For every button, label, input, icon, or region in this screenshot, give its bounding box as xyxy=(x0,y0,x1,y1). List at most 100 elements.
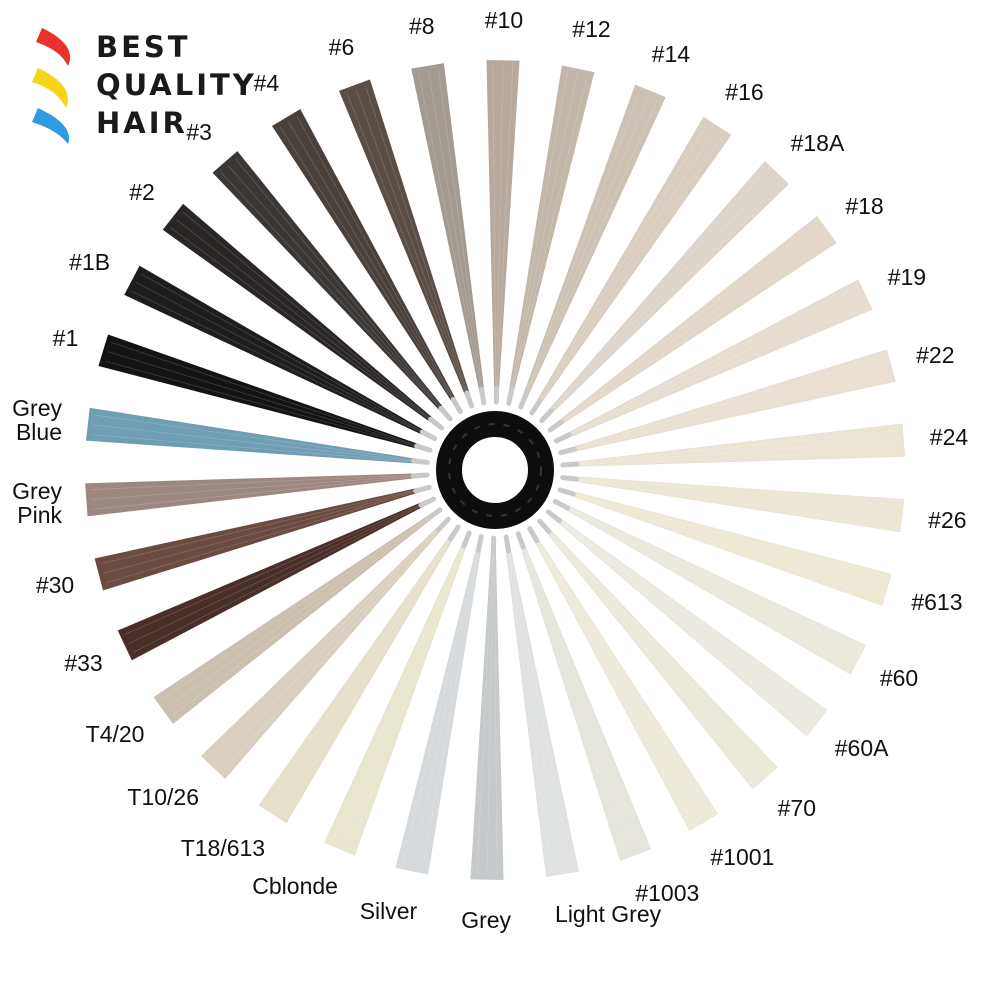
hair-fibre xyxy=(567,506,859,650)
hair-fibre xyxy=(574,366,887,450)
hair-fibre xyxy=(91,475,414,500)
hair-fibre xyxy=(548,531,763,775)
hair-fibre xyxy=(283,539,452,816)
swatch-label: #26 xyxy=(928,507,967,534)
hair-fibre xyxy=(176,219,431,420)
hair-fibre xyxy=(340,545,465,845)
hair-swatch-26 xyxy=(395,534,484,875)
swatch-clip xyxy=(558,446,577,456)
hair-strand xyxy=(566,423,906,468)
hair-fibre xyxy=(576,430,899,464)
hair-swatch-4 xyxy=(212,150,453,422)
hair-fibre xyxy=(549,530,770,769)
hair-strand xyxy=(507,65,595,401)
hair-fibre xyxy=(437,68,483,390)
swatch-clip xyxy=(479,386,487,406)
hair-swatch-6 xyxy=(338,79,475,409)
hair-fibre xyxy=(551,182,782,412)
brand-line-2: QUALITY xyxy=(96,68,257,102)
hair-fibre xyxy=(208,528,439,758)
swatch-clip xyxy=(475,534,484,553)
hair-fibre xyxy=(274,538,451,811)
hair-fibre xyxy=(107,351,417,447)
hair-fibre xyxy=(402,550,478,865)
swatch-clip xyxy=(461,530,472,549)
swatch-label: #18A xyxy=(790,130,845,157)
swatch-label: #18 xyxy=(845,192,884,219)
hair-fibre xyxy=(567,508,850,667)
hair-swatch-32 xyxy=(94,484,432,591)
hair-swatch-12 xyxy=(539,160,790,424)
hair-fibre xyxy=(135,282,423,433)
hair-swatch-22 xyxy=(527,526,719,832)
swatch-clip xyxy=(529,398,543,416)
swatch-label: #1001 xyxy=(710,844,775,871)
hair-swatch-23 xyxy=(515,531,652,861)
hair-fibre xyxy=(559,520,814,721)
hair-fibre xyxy=(235,158,442,409)
hair-fibre xyxy=(220,171,441,410)
hair-fibre xyxy=(551,175,774,411)
swatch-clip xyxy=(515,531,526,550)
swatch-label: #60A xyxy=(834,735,889,762)
swatch-label: #2 xyxy=(129,178,155,205)
hair-fibre xyxy=(91,476,414,510)
hair-fibre xyxy=(172,518,430,716)
hair-swatch-16 xyxy=(560,423,906,468)
swatch-clip xyxy=(411,458,430,465)
swatch-label: Light Grey xyxy=(555,900,662,927)
swatch-clip xyxy=(547,419,564,433)
swatch-clip xyxy=(503,534,511,554)
brand-line-1: BEST xyxy=(96,30,191,64)
hair-fibre xyxy=(140,273,423,432)
brand-logo-icon xyxy=(32,28,71,144)
swatch-label: #6 xyxy=(328,34,355,61)
swatch-label: #1003 xyxy=(635,879,700,906)
swatch-label: #10 xyxy=(484,7,524,34)
hair-fibre xyxy=(476,551,493,875)
hair-fibre xyxy=(561,240,829,423)
hair-swatch-11 xyxy=(529,116,732,416)
hair-fibre xyxy=(512,75,588,390)
swatch-label: #3 xyxy=(186,118,212,145)
hair-fibre xyxy=(100,489,416,565)
swatch-label: #16 xyxy=(725,79,764,106)
hair-fibre xyxy=(493,551,498,875)
hair-fibre xyxy=(486,551,494,875)
hair-fibre xyxy=(524,91,640,394)
hair-swatch-33 xyxy=(84,472,430,517)
hair-fibre xyxy=(110,341,417,446)
brand-wordmark: BEST QUALITY HAIR xyxy=(96,28,257,142)
hair-fibre xyxy=(576,479,897,526)
hair-fibre xyxy=(568,296,862,436)
hair-fibre xyxy=(539,135,724,402)
swatch-clip xyxy=(553,432,572,444)
hair-fibre xyxy=(576,449,900,466)
swatch-label: #12 xyxy=(572,16,611,43)
hair-fibre xyxy=(538,124,707,401)
hair-fibre xyxy=(521,547,625,854)
hair-fibre xyxy=(124,503,421,635)
swatch-clip xyxy=(464,390,475,409)
hair-fibre xyxy=(93,414,414,461)
swatch-label: #70 xyxy=(777,795,816,822)
hair-strand xyxy=(84,472,424,517)
swatch-clip xyxy=(413,484,432,494)
hair-fibre xyxy=(296,116,455,400)
swatch-label: #4 xyxy=(253,69,280,96)
swatch-clip xyxy=(506,387,515,406)
hair-swatch-10 xyxy=(518,84,667,410)
hair-fibre xyxy=(133,505,422,653)
hair-swatch-3 xyxy=(162,203,445,431)
hair-swatch-17 xyxy=(560,475,905,533)
hair-fibre xyxy=(418,72,482,390)
hair-swatch-27 xyxy=(323,530,472,856)
hair-fibre xyxy=(91,434,414,463)
hair-fibre xyxy=(170,227,431,421)
hair-fibre xyxy=(105,491,417,584)
swatch-label: #24 xyxy=(929,424,969,451)
swatch-label: #8 xyxy=(408,13,435,40)
hair-fibre xyxy=(128,504,422,644)
swatch-clip xyxy=(557,487,576,497)
